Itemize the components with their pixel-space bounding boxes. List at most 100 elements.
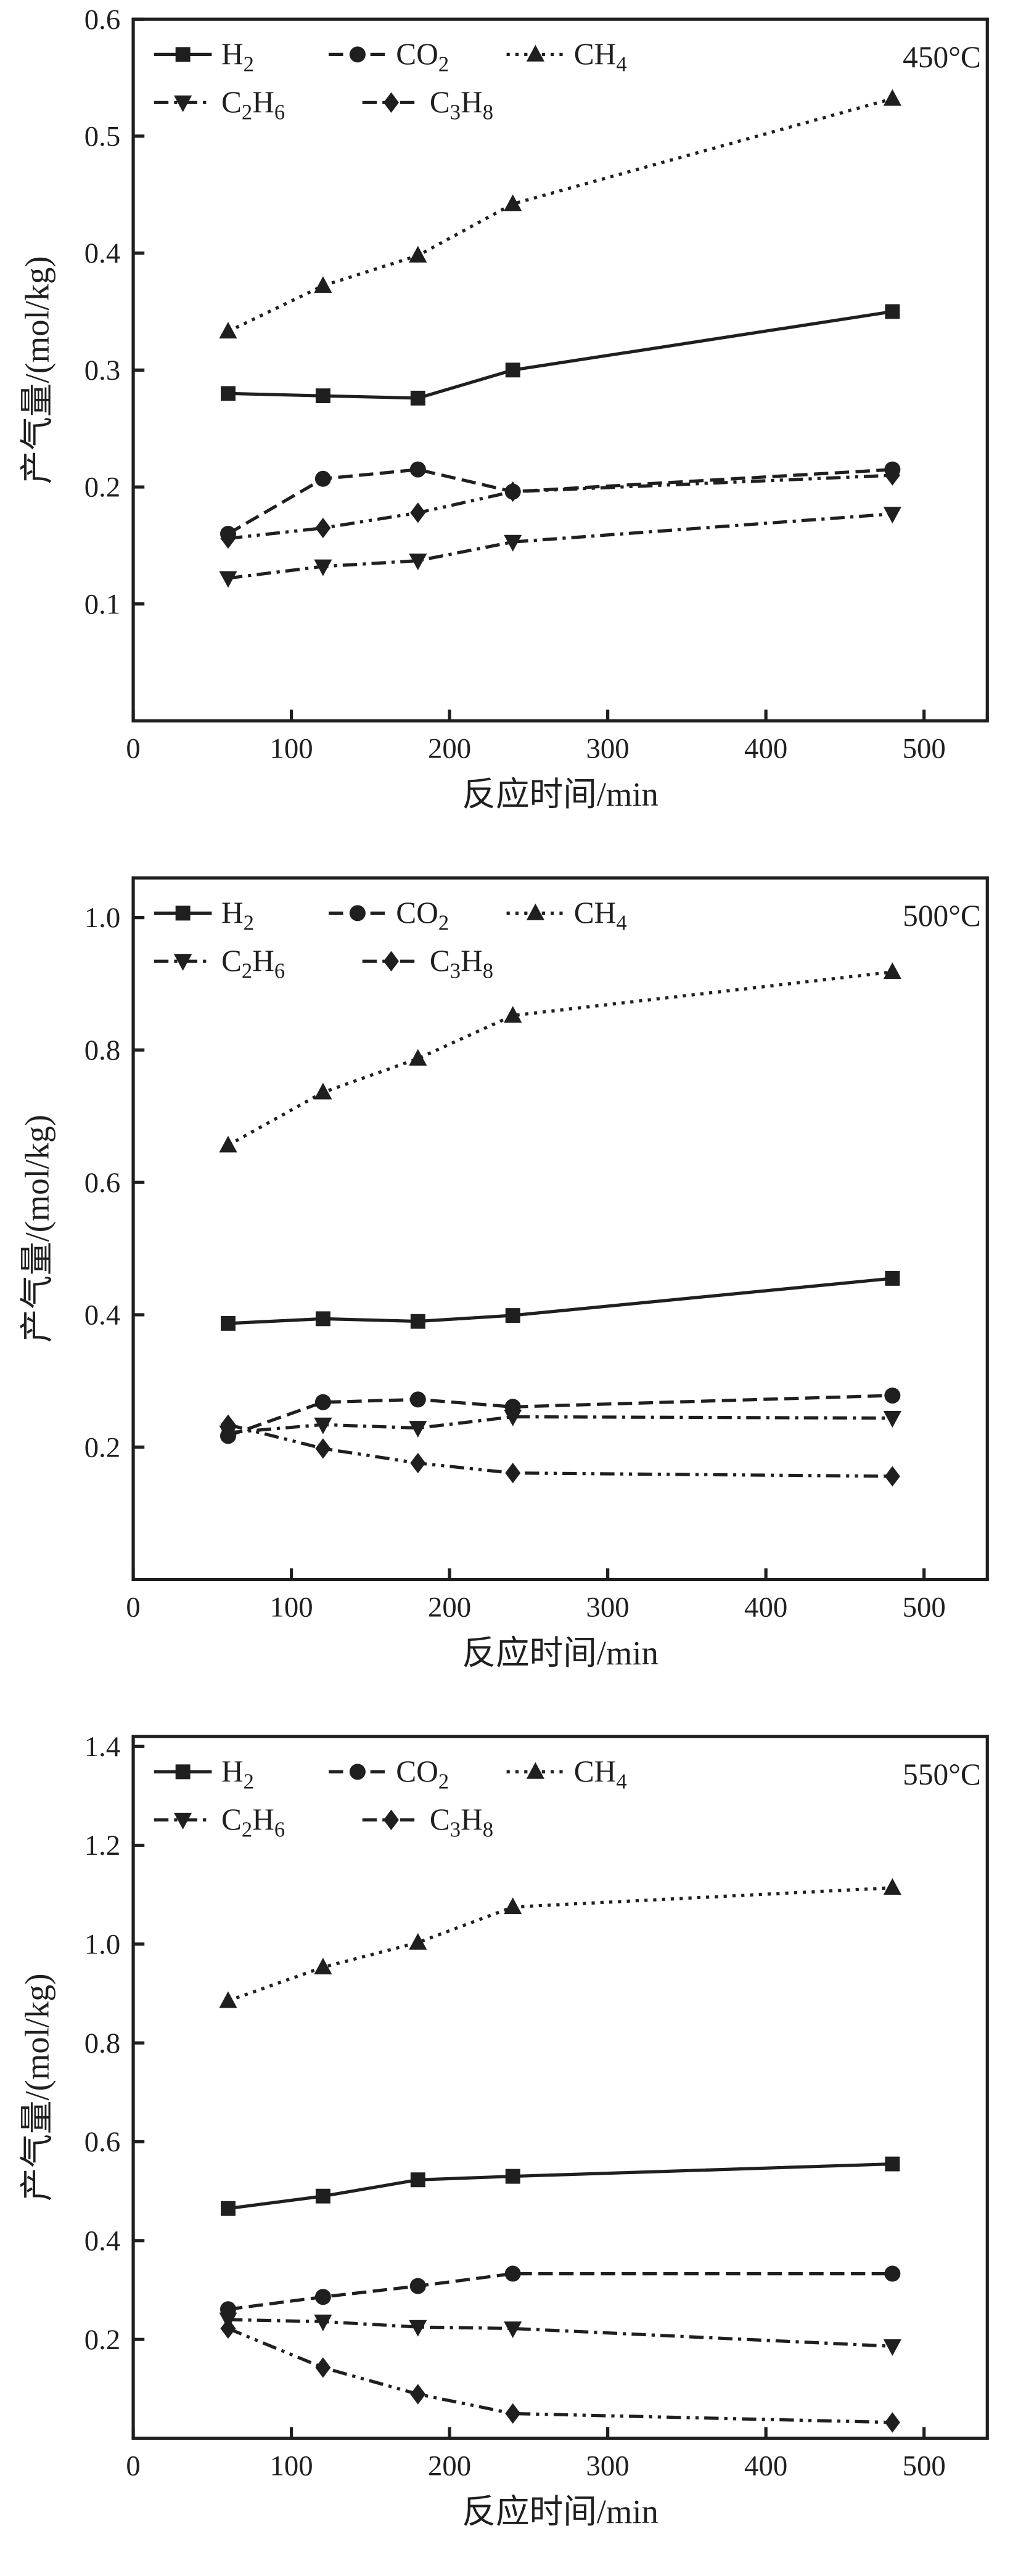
y-axis-label: 产气量/(mol/kg) [18,1114,55,1343]
y-tick-label: 0.6 [84,2126,120,2158]
square-marker-H2 [221,1315,236,1331]
triangle-up-marker-CH4 [314,1957,332,1974]
y-tick-label: 0.8 [84,2027,120,2059]
diamond-marker-C3H8 [315,1438,331,1459]
legend-label-C3H8: C3H8 [430,944,493,983]
diamond-marker-C3H8 [505,1462,521,1484]
series-H2 [221,304,900,406]
x-tick-label: 400 [744,1591,787,1623]
series-C2H6 [219,507,901,588]
legend-label-C2H6: C2H6 [221,85,285,125]
legend-circle-marker-CO2 [349,46,366,63]
triangle-up-marker-CH4 [504,1005,522,1023]
circle-marker-CO2 [884,1387,901,1404]
triangle-up-marker-CH4 [219,1991,237,2008]
y-axis: 0.2 0.4 0.6 0.8 1.0 1.2 1.4 [84,1731,145,2356]
triangle-down-marker-C2H6 [883,507,901,524]
x-tick-label: 200 [428,2450,471,2482]
y-tick-label: 0.4 [84,237,120,269]
triangle-down-marker-C2H6 [883,2339,901,2356]
series-CO2 [220,1387,901,1444]
series-line-CH4 [227,970,893,1147]
y-tick-label: 0.1 [84,588,120,620]
x-tick-label: 400 [744,2450,787,2482]
plot-frame [131,17,989,723]
triangle-up-marker-CH4 [504,1897,522,1915]
legend-label-CH4: CH4 [574,37,627,76]
diamond-marker-C3H8 [220,528,236,549]
triangle-up-marker-CH4 [409,245,427,263]
x-tick-label: 400 [744,732,787,764]
x-axis-label: 反应时间/min [462,1634,659,1672]
square-marker-H2 [505,2169,520,2184]
legend-triangle-up-marker-CH4 [526,44,544,62]
diamond-marker-C3H8 [220,2318,236,2339]
legend-diamond-marker-C3H8 [384,1809,399,1830]
triangle-down-marker-C2H6 [314,1417,332,1434]
chart-450c-canvas: 0 100 200 300 400 500 0.1 0.2 0.3 0.4 0.5 0.6 反应时间/m… [18,4,989,813]
y-tick-label: 0.4 [84,1299,120,1331]
legend-circle-marker-CO2 [349,1764,366,1780]
square-marker-H2 [505,1308,520,1323]
circle-marker-CO2 [314,2289,331,2305]
diamond-marker-C3H8 [884,2412,900,2433]
x-tick-label: 200 [428,1591,471,1623]
legend-circle-marker-CO2 [349,905,366,922]
legend-square-marker-H2 [175,1764,191,1780]
triangle-up-marker-CH4 [883,1878,901,1895]
triangle-down-marker-C2H6 [504,1409,522,1426]
y-tick-label: 1.2 [84,1830,120,1862]
chart-550c-canvas: 0 100 200 300 400 500 0.2 0.4 0.6 0.8 1.0 1.2 1.4 反应时… [18,1731,989,2530]
legend-label-CH4: CH4 [574,1754,627,1794]
x-tick-label: 100 [270,2450,313,2482]
x-tick-label: 200 [428,732,471,764]
y-axis: 0.1 0.2 0.3 0.4 0.5 0.6 [84,4,145,620]
legend-label-H2: H2 [221,1754,254,1794]
temperature-label: 450°C [903,40,981,74]
circle-marker-CO2 [409,461,426,478]
triangle-up-marker-CH4 [504,194,522,211]
y-tick-label: 0.5 [84,120,120,152]
triangle-down-marker-C2H6 [219,571,237,588]
y-tick-label: 1.4 [84,1731,120,1763]
circle-marker-CO2 [409,1391,426,1408]
legend-label-CO2: CO2 [396,1754,449,1794]
chart-500c: 0 100 200 300 400 500 0.2 0.4 0.6 0.8 1.0 反应时间/min 产… [0,859,1026,1717]
plot-frame [131,1735,989,2440]
y-tick-label: 0.3 [84,354,120,386]
temperature-label: 550°C [903,1757,981,1791]
legend-label-C3H8: C3H8 [430,1802,493,1842]
x-tick-label: 500 [903,1591,946,1623]
legend: H2 CO2 CH4 C2H6 C3H8 [154,1754,627,1842]
triangle-up-marker-CH4 [883,962,901,979]
series-line-C3H8 [227,2327,893,2424]
legend-label-C2H6: C2H6 [221,1802,285,1842]
y-tick-label: 0.6 [84,1167,120,1199]
circle-marker-CO2 [314,1394,331,1410]
series-CH4 [219,1878,901,2008]
circle-marker-CO2 [504,2265,521,2282]
square-marker-H2 [315,388,330,404]
diamond-marker-C3H8 [884,1466,900,1487]
triangle-up-marker-CH4 [883,89,901,106]
chart-450c: 0 100 200 300 400 500 0.1 0.2 0.3 0.4 0.5 0.6 反应时间/m… [0,0,1026,859]
diamond-marker-C3H8 [220,1414,236,1435]
x-tick-label: 100 [270,732,313,764]
series-line-CH4 [227,97,893,333]
series-CH4 [219,962,901,1153]
x-tick-label: 0 [126,2450,140,2482]
y-tick-label: 0.2 [84,2324,120,2356]
y-tick-label: 0.2 [84,1431,120,1463]
legend-label-C2H6: C2H6 [221,944,285,983]
triangle-down-marker-C2H6 [314,2314,332,2331]
x-tick-label: 100 [270,1591,313,1623]
series-C2H6 [219,1409,901,1442]
series-line-C2H6 [228,2318,893,2348]
legend-label-CO2: CO2 [396,896,449,935]
triangle-down-marker-C2H6 [504,2321,522,2339]
series-line-H2 [228,309,893,400]
circle-marker-CO2 [314,470,331,487]
square-marker-H2 [221,386,236,401]
diamond-marker-C3H8 [410,2384,426,2405]
